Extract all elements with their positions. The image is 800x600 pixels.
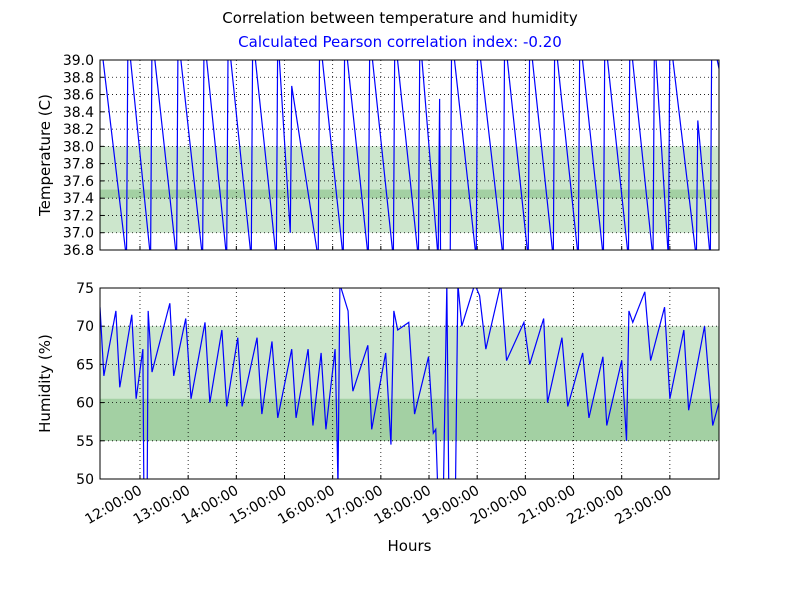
y-tick-label: 38.6 xyxy=(63,88,94,104)
y-tick-label: 38.8 xyxy=(63,70,94,86)
y-axis-label: Temperature (C) xyxy=(36,94,54,217)
band xyxy=(100,146,719,233)
y-axis-label: Humidity (%) xyxy=(36,334,54,433)
plot-frame xyxy=(99,59,720,251)
y-tick-label: 38.2 xyxy=(63,122,94,138)
y-tick-label: 70 xyxy=(76,319,94,335)
band xyxy=(100,189,719,199)
y-tick-label: 55 xyxy=(76,434,94,450)
y-tick-label: 38.0 xyxy=(63,139,94,155)
y-tick-label: 37.4 xyxy=(63,191,94,207)
plot-frame xyxy=(99,287,720,480)
y-tick-label: 37.0 xyxy=(63,226,94,242)
y-tick-label: 37.8 xyxy=(63,157,94,173)
y-tick-label: 36.8 xyxy=(63,243,94,259)
y-tick-label: 37.2 xyxy=(63,208,94,224)
y-tick-label: 38.4 xyxy=(63,105,94,121)
y-tick-label: 65 xyxy=(76,357,94,373)
y-tick-label: 50 xyxy=(76,472,94,488)
x-axis-label: Hours xyxy=(388,537,432,555)
y-tick-label: 60 xyxy=(76,396,94,412)
line-series xyxy=(100,288,719,479)
band xyxy=(100,398,719,441)
y-tick-label: 37.6 xyxy=(63,174,94,190)
y-tick-label: 75 xyxy=(76,281,94,297)
chart-title: Correlation between temperature and humi… xyxy=(222,9,578,27)
y-tick-label: 39.0 xyxy=(63,53,94,69)
chart-subtitle: Calculated Pearson correlation index: -0… xyxy=(238,33,562,51)
